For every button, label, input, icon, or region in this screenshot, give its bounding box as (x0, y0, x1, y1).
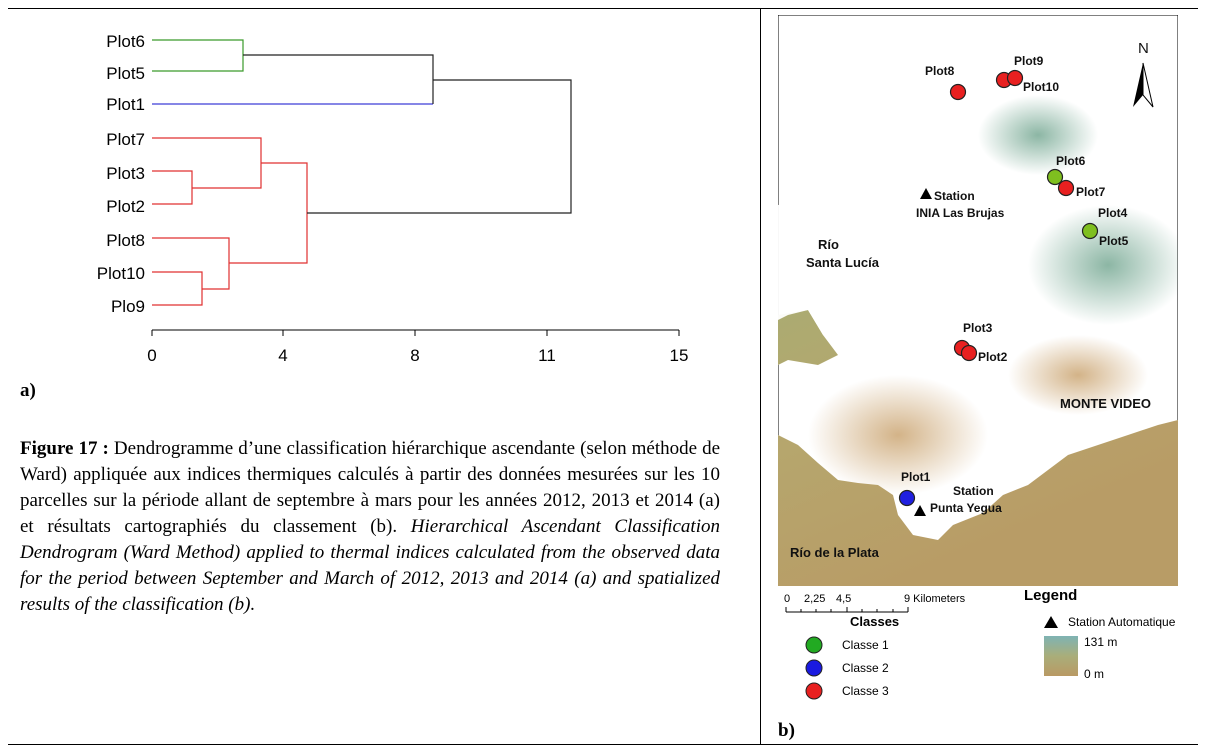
branch-red (152, 137, 262, 189)
place-label: Santa Lucía (806, 255, 880, 270)
dendrogram: Plot6 Plot5 Plot1 Plot7 Plot3 Plot2 Plot… (97, 32, 689, 365)
elevation-low-label: 0 m (1084, 667, 1104, 681)
place-label: Río de la Plata (790, 545, 880, 560)
class-label: Classe 1 (842, 638, 889, 652)
scale-label: 2,25 (804, 593, 825, 605)
place-label: Río (818, 237, 839, 252)
plot-label: Plot8 (925, 64, 955, 78)
plot-label: Plot4 (1098, 206, 1128, 220)
class-3-swatch (805, 682, 823, 700)
leaf-label: Plot1 (106, 95, 145, 114)
plot-label: Plot3 (963, 321, 993, 335)
tick-label: 15 (670, 346, 689, 365)
plot-marker (1057, 179, 1075, 197)
leaf-label: Plot3 (106, 164, 145, 183)
terrain-shading (1008, 335, 1148, 415)
map-legend: 0 2,25 4,5 9 Kilometers Legend Station A… (784, 587, 1176, 700)
branch-red (229, 162, 308, 264)
station-icon (914, 505, 926, 516)
leaf-label: Plo9 (111, 297, 145, 316)
river-santa-lucia (778, 197, 908, 360)
river-santa-lucia (898, 265, 948, 360)
top-rule (8, 8, 1198, 9)
panel-label-a: a) (20, 380, 36, 401)
station-legend-label: Station Automatique (1068, 615, 1176, 629)
branch-green (152, 39, 244, 72)
plot-label: Plot5 (1099, 234, 1129, 248)
class-label: Classe 2 (842, 661, 889, 675)
scale-bar (785, 607, 909, 613)
terrain-shading (808, 375, 988, 495)
elevation-high-label: 131 m (1084, 635, 1117, 649)
north-arrow: N (1133, 40, 1154, 108)
land-area (778, 15, 1178, 586)
elevation-ramp (1044, 636, 1078, 676)
station-label: INIA Las Brujas (916, 206, 1005, 220)
plot-label: Plot10 (1023, 80, 1059, 94)
plot-label: Plot1 (901, 470, 931, 484)
leaf-label: Plot6 (106, 32, 145, 51)
scale-label: 0 (784, 593, 790, 605)
plot-label: Plot7 (1076, 185, 1106, 199)
station-icon (1044, 616, 1058, 628)
scale-label: 9 Kilometers (904, 593, 966, 605)
scale-label: 4,5 (836, 593, 851, 605)
north-label: N (1138, 40, 1149, 57)
class-label: Classe 3 (842, 684, 889, 698)
leaf-label: Plot8 (106, 231, 145, 250)
panel-label-b: b) (778, 720, 795, 741)
terrain-shading (1028, 205, 1178, 325)
station-label: Punta Yegua (930, 501, 1002, 515)
class-1-swatch (805, 636, 823, 654)
plot-label: Plot2 (978, 350, 1008, 364)
plot-label: Plot9 (1014, 54, 1044, 68)
leaf-label: Plot5 (106, 64, 145, 83)
leaf-label: Plot10 (97, 264, 145, 283)
figure-label: Figure 17 : (20, 438, 109, 459)
plot-marker (949, 83, 967, 101)
place-label: MONTE VIDEO (1060, 396, 1151, 411)
classes-title: Classes (850, 614, 899, 629)
tick-label: 4 (278, 346, 287, 365)
class-2-swatch (805, 659, 823, 677)
plot-marker (1046, 168, 1064, 186)
station-icon (920, 188, 932, 199)
study-area-map: N Station INIA Las Brujas Station Punta … (778, 15, 1178, 586)
plot-marker (1006, 69, 1024, 87)
branch-black (243, 54, 434, 104)
station-label: Station (934, 189, 975, 203)
leaf-label: Plot7 (106, 130, 145, 149)
station-label: Station (953, 484, 994, 498)
branch-black (307, 79, 572, 214)
branch-red (152, 170, 193, 205)
column-divider (760, 8, 761, 744)
figure-caption: Figure 17 : Dendrogramme d’une classific… (20, 436, 720, 618)
tick-label: 11 (538, 346, 556, 365)
tick-label: 0 (147, 346, 156, 365)
branch-red (152, 237, 230, 290)
legend-title: Legend (1024, 587, 1077, 604)
caption-english: Hierarchical Ascendant Classification De… (20, 516, 720, 615)
plot-marker (898, 489, 916, 507)
caption-french: Dendrogramme d’une classification hiérar… (20, 438, 720, 537)
tick-label: 8 (410, 346, 419, 365)
plot-marker (1081, 222, 1099, 240)
branch-red (152, 271, 203, 306)
bottom-rule (8, 744, 1198, 745)
plot-label: Plot6 (1056, 154, 1086, 168)
terrain-shading (978, 95, 1098, 175)
plot-marker (960, 344, 978, 362)
leaf-label: Plot2 (106, 197, 145, 216)
